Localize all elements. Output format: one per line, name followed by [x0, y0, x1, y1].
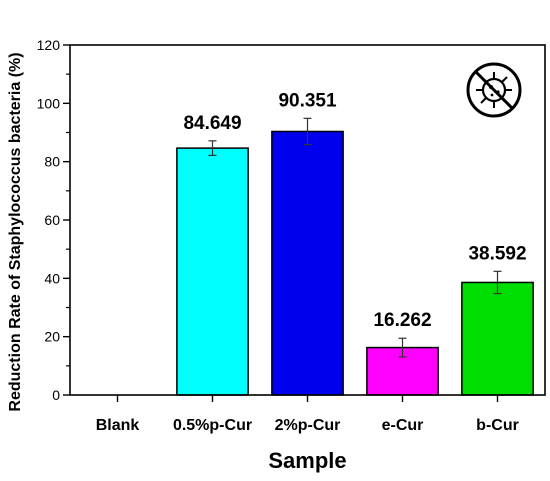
x-axis-title: Sample	[268, 448, 346, 473]
x-tick-label: e-Cur	[382, 417, 424, 434]
y-tick-label: 20	[44, 329, 60, 345]
y-tick-label: 60	[44, 212, 60, 228]
value-labels: 84.649 90.351 16.262 38.592	[183, 90, 526, 331]
x-tick-label: Blank	[96, 417, 140, 434]
bar	[176, 147, 249, 396]
y-tick-label: 40	[44, 270, 60, 286]
x-tick-label: b-Cur	[476, 417, 519, 434]
bar	[461, 281, 534, 396]
x-tick-label: 2%p-Cur	[275, 417, 341, 434]
no-bacteria-icon	[466, 62, 522, 118]
bar-value-label: 84.649	[183, 113, 241, 134]
error-bars-layer	[208, 117, 502, 358]
y-tick-label: 120	[37, 37, 61, 53]
y-tick-label: 0	[52, 387, 60, 403]
y-tick-label: 100	[37, 95, 61, 111]
bar-value-label: 38.592	[468, 243, 526, 264]
bar-value-label: 16.262	[373, 310, 431, 331]
bar-value-label: 90.351	[278, 90, 337, 111]
y-axis-title: Reduction Rate of Staphylococcus bacteri…	[7, 52, 24, 411]
y-axis-ticks: 0 20 40 60 80 100 120	[37, 37, 70, 403]
y-tick-label: 80	[44, 154, 60, 170]
bar	[271, 130, 344, 396]
x-tick-label: 0.5%p-Cur	[173, 417, 252, 434]
x-axis-ticks: Blank 0.5%p-Cur 2%p-Cur e-Cur b-Cur	[96, 395, 519, 434]
